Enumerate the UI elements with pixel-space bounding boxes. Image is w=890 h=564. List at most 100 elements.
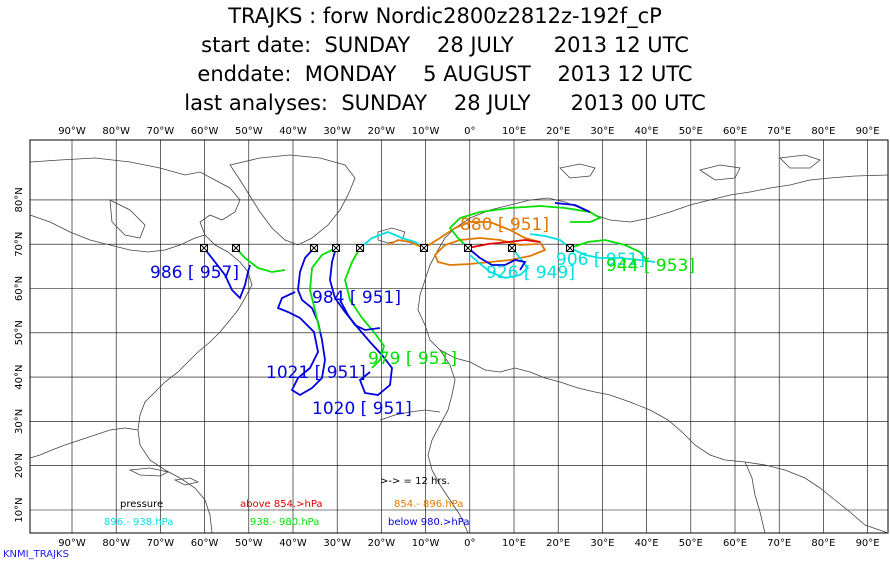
- lon-tick-label: 60°W: [191, 538, 219, 549]
- trajectory-926: [469, 247, 530, 279]
- lon-tick-label: 60°E: [723, 538, 747, 549]
- start-marker: [464, 244, 472, 252]
- trajectory-944: [569, 239, 649, 263]
- label-944: 944 [ 953]: [606, 256, 695, 276]
- lat-tick-label: 60°N: [14, 276, 25, 301]
- trajectory-cyan-east: [529, 233, 571, 249]
- trajectory-1021: [276, 247, 326, 397]
- label-984: 984 [ 951]: [312, 288, 401, 308]
- title-line-3: enddate: MONDAY 5 AUGUST 2013 12 UTC: [197, 62, 693, 86]
- start-marker: [420, 244, 428, 252]
- start-marker: [332, 244, 340, 252]
- lon-tick-label: 90°E: [856, 538, 880, 549]
- start-markers: [200, 244, 574, 252]
- graticule: 90°W 90°W 80°W 80°W 70°W 70°W 60°W 60°W 50°W 50°W…: [14, 126, 888, 549]
- title-line-2: start date: SUNDAY 28 JULY 2013 12 UTC: [201, 33, 689, 57]
- lat-tick-label: 50°N: [14, 320, 25, 345]
- lon-tick-label: 20°E: [546, 126, 570, 137]
- lat-tick-label: 20°N: [14, 453, 25, 478]
- lon-tick-label: 10°E: [502, 126, 526, 137]
- trajectory-1020: [329, 247, 393, 396]
- start-marker: [508, 244, 516, 252]
- lon-tick-label: 20°W: [368, 538, 396, 549]
- lon-tick-label: 10°W: [412, 538, 440, 549]
- label-979: 979 [ 951]: [368, 349, 457, 369]
- lon-tick-label: 80°W: [102, 538, 130, 549]
- label-906: 906 [ 951]: [556, 250, 645, 270]
- lon-tick-label: 0°: [464, 538, 475, 549]
- title-line-1: TRAJKS : forw Nordic2800z2812z-192f_cP: [228, 4, 662, 28]
- trajectory-blue-north: [554, 202, 591, 213]
- legend-above: above 854.>hPa: [240, 499, 323, 510]
- lon-tick-label: 10°W: [412, 126, 440, 137]
- lat-tick-label: 10°N: [14, 497, 25, 522]
- start-marker: [356, 244, 364, 252]
- start-marker: [310, 244, 318, 252]
- lon-tick-label: 20°E: [546, 538, 570, 549]
- trajectory-906: [569, 247, 656, 263]
- title-line-4: last analyses: SUNDAY 28 JULY 2013 00 UT…: [184, 91, 706, 115]
- lon-tick-label: 90°W: [58, 126, 86, 137]
- trajectory-green-west: [235, 247, 286, 273]
- coastlines: [29, 154, 889, 534]
- lon-tick-label: 50°E: [679, 538, 703, 549]
- start-marker: [200, 244, 208, 252]
- legend-pressure-label: pressure: [120, 499, 163, 510]
- start-marker: [232, 244, 240, 252]
- lon-tick-label: 80°E: [811, 538, 835, 549]
- trajectory-red: [467, 239, 541, 249]
- label-986: 986 [ 957]: [150, 263, 239, 283]
- legend-below: below 980.>hPa: [388, 517, 469, 528]
- legend-interval-note: >-> = 12 hrs.: [380, 476, 450, 487]
- lon-tick-label: 40°W: [279, 126, 307, 137]
- lon-tick-label: 30°E: [590, 126, 614, 137]
- lat-tick-label: 40°N: [14, 364, 25, 389]
- lon-tick-label: 50°W: [235, 538, 263, 549]
- lon-tick-label: 70°W: [147, 126, 175, 137]
- lon-tick-label: 10°E: [502, 538, 526, 549]
- start-marker: [566, 244, 574, 252]
- lon-tick-label: 40°E: [635, 126, 659, 137]
- label-1020: 1020 [ 951]: [312, 399, 412, 419]
- lon-tick-label: 60°E: [723, 126, 747, 137]
- lat-tick-label: 70°N: [14, 232, 25, 257]
- lon-tick-label: 50°E: [679, 126, 703, 137]
- legend-896-938: 896.- 938.hPa: [104, 517, 173, 528]
- lon-tick-label: 70°W: [147, 538, 175, 549]
- trajectory-blue-926: [467, 247, 527, 271]
- lon-tick-label: 80°W: [102, 126, 130, 137]
- trajectory-984: [339, 299, 381, 331]
- trajectory-green-north: [448, 205, 603, 249]
- lon-tick-label: 70°E: [767, 538, 791, 549]
- trajectory-986: [203, 247, 251, 300]
- legend: >-> = 12 hrs. pressure above 854.>hPa 85…: [104, 476, 469, 528]
- lon-tick-label: 90°E: [856, 126, 880, 137]
- map-frame: [29, 139, 889, 534]
- lon-tick-label: 30°W: [323, 538, 351, 549]
- trajectory-labels: 986 [ 957] 984 [ 951] 979 [ 951] 1021 [ …: [150, 215, 695, 419]
- label-926: 926 [ 949]: [486, 263, 575, 283]
- lon-tick-label: 30°W: [323, 126, 351, 137]
- label-1021: 1021 [ 951]: [266, 363, 366, 383]
- lon-tick-label: 50°W: [235, 126, 263, 137]
- trajectory-979: [344, 247, 385, 369]
- legend-854-896: 854.- 896.hPa: [394, 499, 463, 510]
- lat-tick-label: 80°N: [14, 187, 25, 212]
- lon-tick-label: 40°E: [635, 538, 659, 549]
- lon-tick-label: 40°W: [279, 538, 307, 549]
- trajectories: [203, 202, 656, 397]
- trajectory-984-green: [309, 247, 337, 333]
- legend-938-980: 938.- 980.hPa: [250, 517, 319, 528]
- lon-tick-label: 0°: [464, 126, 475, 137]
- lon-tick-label: 60°W: [191, 126, 219, 137]
- footer-credit: KNMI_TRAJKS: [3, 549, 69, 560]
- trajectory-880: [387, 221, 547, 266]
- lat-tick-label: 30°N: [14, 409, 25, 434]
- lon-tick-label: 90°W: [58, 538, 86, 549]
- lon-tick-label: 20°W: [368, 126, 396, 137]
- label-880: 880 [ 951]: [460, 215, 549, 235]
- lon-tick-label: 30°E: [590, 538, 614, 549]
- lon-tick-label: 70°E: [767, 126, 791, 137]
- lon-tick-label: 80°E: [811, 126, 835, 137]
